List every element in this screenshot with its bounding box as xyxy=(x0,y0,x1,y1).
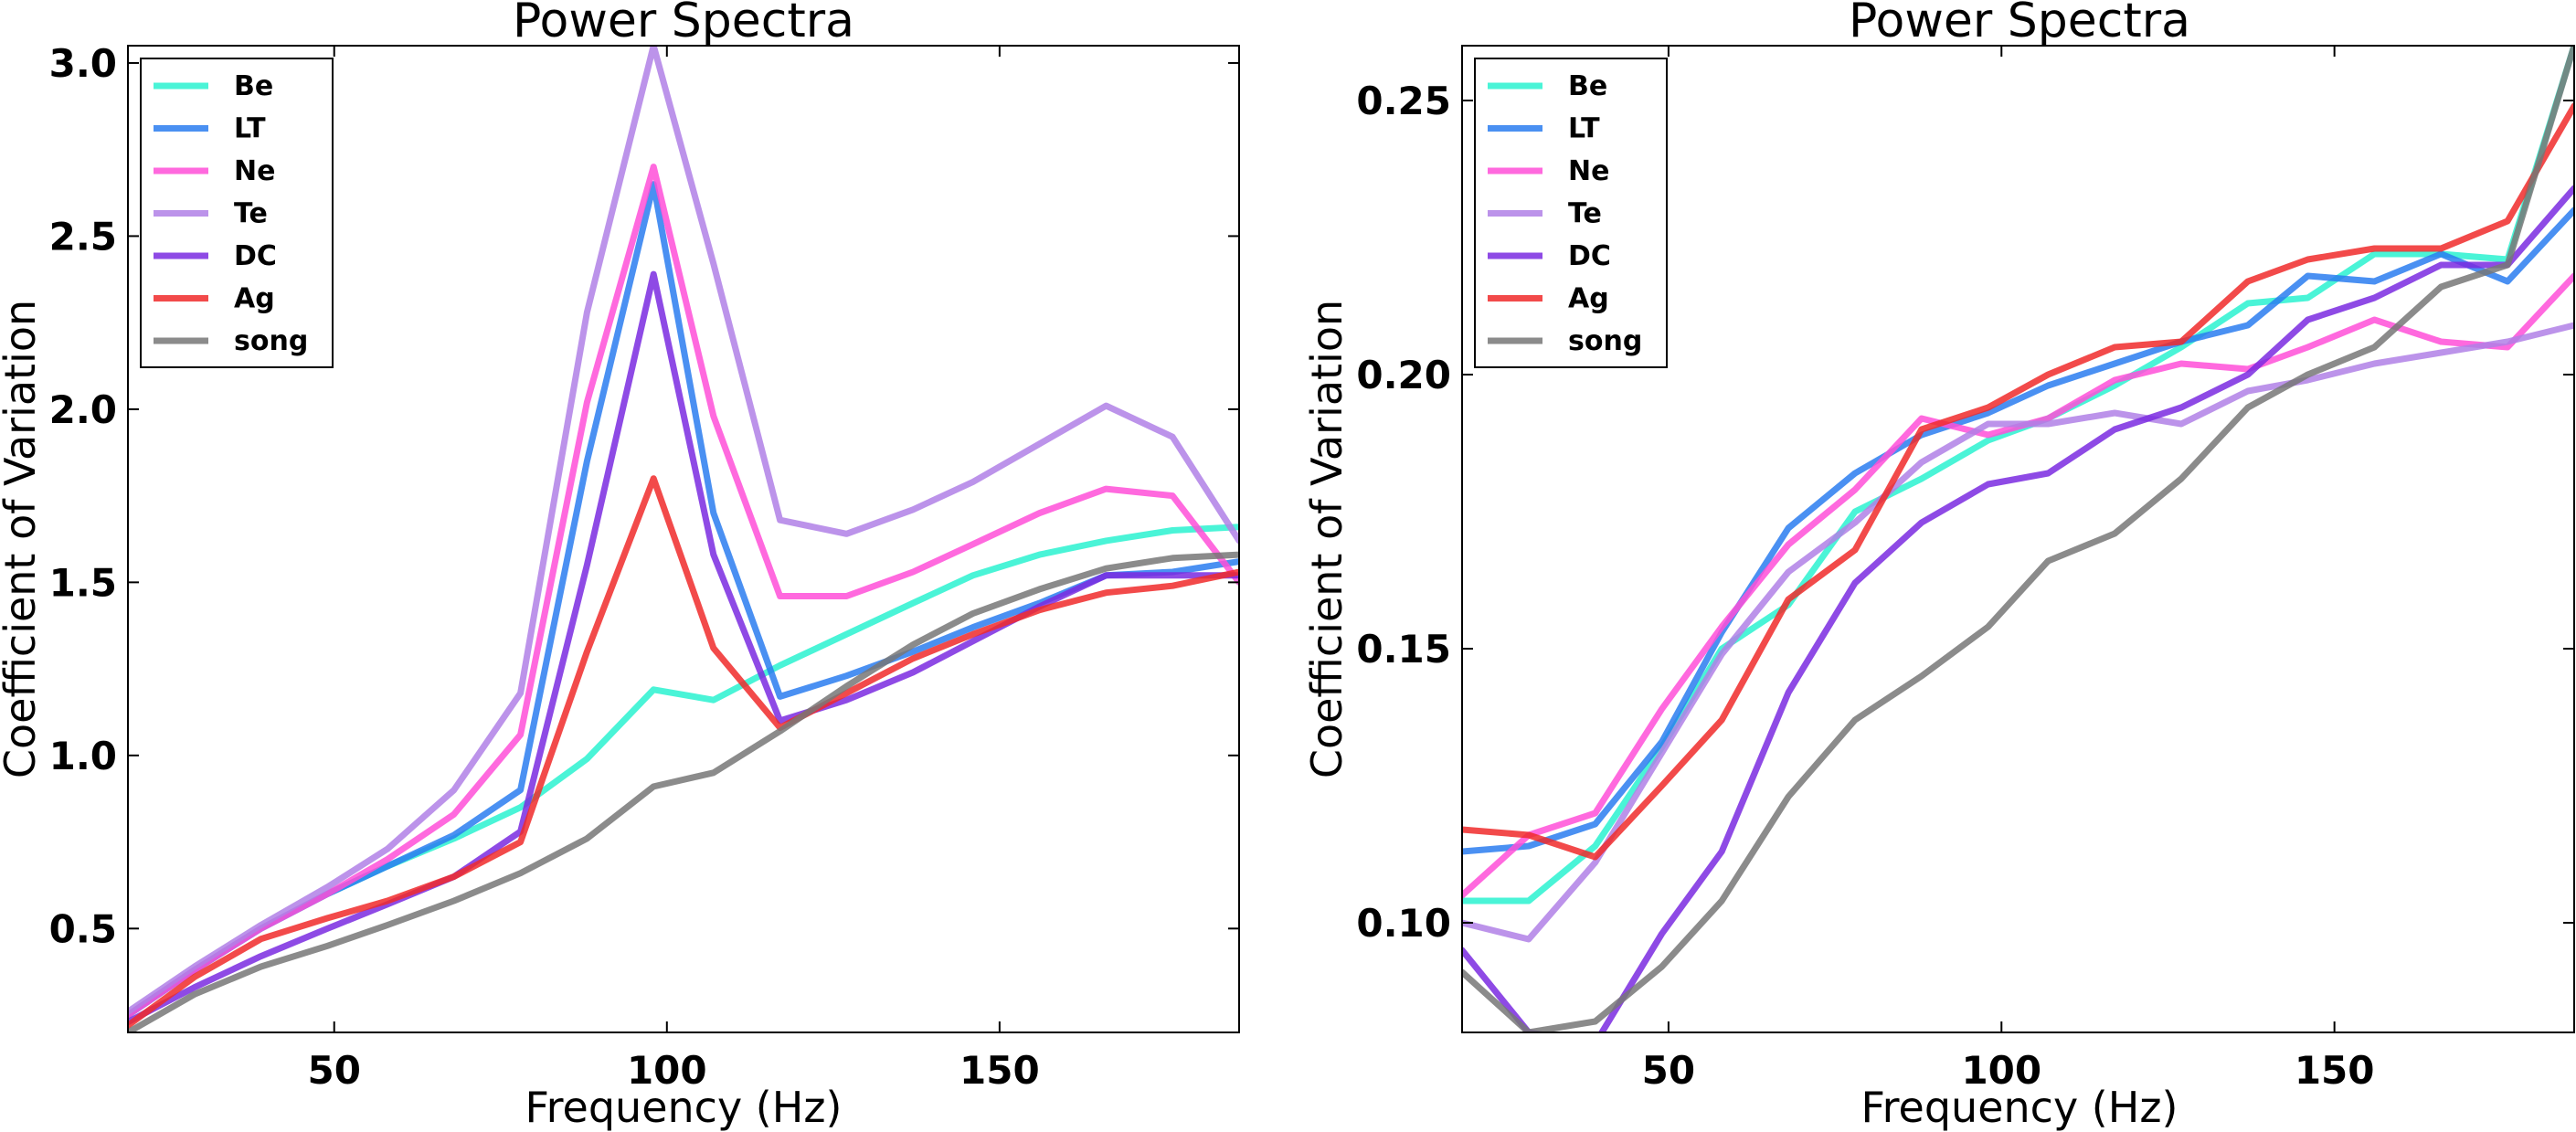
legend: Be LT Ne Te DC Ag song xyxy=(1474,58,1668,368)
series-line-dc xyxy=(128,270,1239,1026)
legend: Be LT Ne Te DC Ag song xyxy=(140,58,334,368)
series-line-ag xyxy=(1462,102,2574,861)
y-tick-label: 3.0 xyxy=(49,41,117,86)
series-group xyxy=(128,46,1239,1032)
y-tick-label: 1.0 xyxy=(49,734,117,778)
chart-title: Power Spectra xyxy=(513,0,854,48)
legend-label: Ag xyxy=(234,283,275,315)
series-line-song xyxy=(1462,46,2574,1032)
x-tick-label: 100 xyxy=(1961,1048,2041,1093)
chart-title: Power Spectra xyxy=(1849,0,2190,48)
x-axis-label: Frequency (Hz) xyxy=(1861,1083,2178,1132)
legend-label: song xyxy=(1568,325,1642,357)
legend-label: LT xyxy=(1568,113,1600,145)
series-line-ag xyxy=(128,475,1239,1029)
legend-label: Te xyxy=(234,198,268,230)
series-group xyxy=(1462,46,2574,1032)
y-axis-label: Coefficient of Variation xyxy=(0,300,45,778)
legend-label: Ne xyxy=(234,155,275,187)
legend-label: DC xyxy=(1568,240,1611,272)
series-line-ne xyxy=(128,164,1239,1019)
legend-label: Be xyxy=(234,70,273,102)
series-line-dc xyxy=(1462,185,2574,1032)
chart-panel-1: 50 100 150 0.5 1.0 1.5 2.0 2.5 3.0 Power Spectra F… xyxy=(0,0,1240,1132)
series-line-te xyxy=(1462,322,2574,943)
legend-label: Ne xyxy=(1568,155,1609,187)
y-tick-label: 2.0 xyxy=(49,387,117,432)
legend-label: Ag xyxy=(1568,283,1609,315)
plot-frame xyxy=(127,45,1240,1033)
y-tick-label: 1.5 xyxy=(49,560,117,605)
y-axis-label: Coefficient of Variation xyxy=(1302,300,1352,778)
legend-label: Be xyxy=(1568,70,1607,102)
y-tick-label: 0.25 xyxy=(1356,79,1451,123)
y-tick-label: 0.20 xyxy=(1356,353,1451,397)
chart-panel-2: 50 100 150 0.10 0.15 0.20 0.25 Power Spectra Fre… xyxy=(1302,0,2575,1132)
series-line-lt xyxy=(1462,206,2574,855)
series-line-song xyxy=(128,551,1239,1032)
x-tick-label: 50 xyxy=(307,1048,360,1093)
x-tick-label: 150 xyxy=(2295,1048,2375,1093)
plot-frame xyxy=(1461,45,2575,1033)
y-tick-label: 2.5 xyxy=(49,214,117,259)
legend-label: LT xyxy=(234,113,266,145)
legend-label: DC xyxy=(234,240,277,272)
legend-label: Te xyxy=(1568,198,1602,230)
series-line-te xyxy=(128,46,1239,1015)
legend-label: song xyxy=(234,325,308,357)
x-tick-label: 100 xyxy=(627,1048,707,1093)
x-axis-label: Frequency (Hz) xyxy=(525,1083,843,1132)
x-tick-label: 50 xyxy=(1642,1048,1695,1093)
y-tick-label: 0.10 xyxy=(1356,901,1451,946)
y-tick-label: 0.15 xyxy=(1356,627,1451,672)
x-tick-label: 150 xyxy=(959,1048,1040,1093)
y-tick-label: 0.5 xyxy=(49,906,117,951)
